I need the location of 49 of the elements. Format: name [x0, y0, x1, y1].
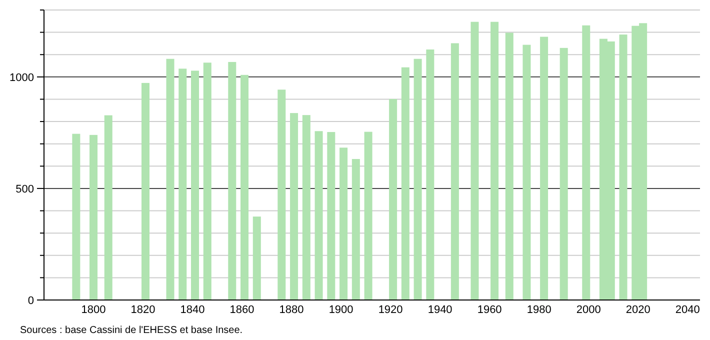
x-tick-label: 2040 — [675, 304, 700, 316]
bar — [90, 134, 98, 300]
bar — [141, 82, 150, 300]
bar — [352, 159, 360, 300]
bar — [252, 216, 261, 300]
bar — [414, 58, 422, 300]
x-tick-label: 1980 — [526, 304, 552, 316]
bar — [560, 48, 568, 300]
bar — [178, 68, 187, 300]
bar — [228, 62, 236, 300]
bar — [191, 70, 200, 300]
y-tick-label: 1000 — [10, 72, 34, 84]
bar — [490, 22, 499, 300]
bar — [166, 58, 174, 300]
bar — [104, 115, 112, 300]
x-tick-label: 1920 — [378, 304, 403, 316]
x-tick-label: 1960 — [477, 304, 502, 316]
bar — [302, 115, 310, 300]
bar — [426, 49, 434, 300]
bar — [327, 132, 336, 300]
y-tick-label: 0 — [28, 294, 34, 307]
x-tick-label: 1840 — [180, 304, 205, 316]
bar — [290, 113, 298, 300]
bar — [522, 44, 531, 300]
bar — [203, 62, 212, 300]
bar — [619, 34, 628, 300]
bar — [470, 22, 479, 300]
bar — [340, 148, 348, 300]
bar — [364, 132, 372, 300]
bar — [505, 32, 514, 300]
x-tick-label: 1820 — [130, 304, 156, 316]
bar — [582, 25, 590, 300]
x-tick-label: 1940 — [428, 304, 452, 316]
x-tick-label: 2020 — [626, 304, 650, 316]
bar — [450, 43, 459, 300]
x-tick-label: 1900 — [328, 304, 354, 316]
x-tick-label: 1800 — [81, 304, 106, 316]
bar — [314, 131, 323, 300]
bar — [278, 90, 286, 300]
bar — [540, 36, 548, 300]
y-tick-label: 500 — [16, 183, 34, 196]
bar — [240, 74, 249, 300]
bar — [72, 134, 80, 300]
x-tick-label: 2000 — [576, 304, 601, 316]
bar — [401, 67, 410, 300]
source-note: Sources : base Cassini de l'EHESS et base Insee. — [20, 325, 243, 336]
bar — [389, 99, 398, 300]
x-tick-label: 1880 — [279, 304, 304, 316]
x-tick-label: 1860 — [230, 304, 254, 316]
